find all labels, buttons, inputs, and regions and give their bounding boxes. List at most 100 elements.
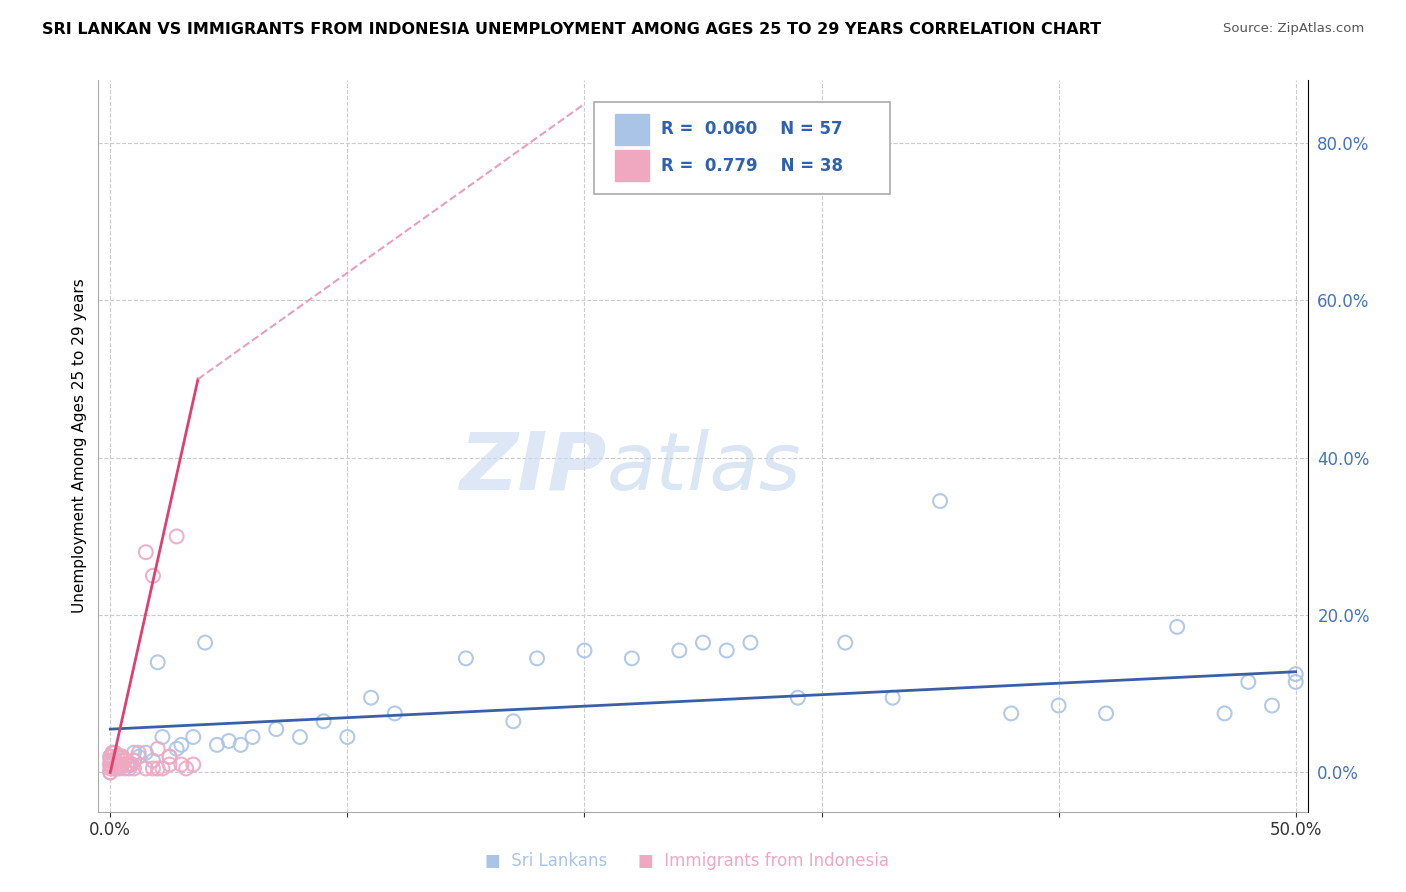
Point — [740, 635, 762, 649]
Point — [1166, 620, 1188, 634]
Point — [115, 757, 138, 772]
Point — [105, 757, 128, 772]
Point — [128, 749, 150, 764]
Point — [122, 762, 145, 776]
Point — [152, 762, 174, 776]
Point — [114, 762, 136, 776]
Point — [384, 706, 406, 721]
Point — [502, 714, 524, 729]
Point — [170, 757, 193, 772]
Bar — [614, 151, 648, 181]
Point — [146, 655, 169, 669]
Point — [336, 730, 359, 744]
Point — [135, 746, 157, 760]
Point — [122, 754, 145, 768]
Point — [1285, 675, 1308, 690]
Point — [142, 762, 165, 776]
Point — [166, 529, 188, 543]
Point — [128, 746, 150, 760]
Point — [105, 762, 128, 776]
Text: ZIP: ZIP — [458, 429, 606, 507]
Point — [98, 749, 121, 764]
Point — [115, 757, 138, 772]
Point — [104, 754, 127, 768]
Point — [1047, 698, 1070, 713]
Point — [142, 568, 165, 582]
Text: atlas: atlas — [606, 429, 801, 507]
Point — [242, 730, 264, 744]
Point — [98, 754, 121, 768]
Point — [159, 749, 181, 764]
Point — [121, 757, 143, 772]
Point — [1095, 706, 1118, 721]
Point — [454, 651, 477, 665]
Point — [105, 757, 128, 772]
Text: Source: ZipAtlas.com: Source: ZipAtlas.com — [1223, 22, 1364, 36]
Point — [108, 757, 131, 772]
Point — [146, 741, 169, 756]
Point — [101, 762, 124, 776]
Point — [194, 635, 217, 649]
Point — [111, 749, 134, 764]
Point — [118, 757, 141, 772]
Point — [1213, 706, 1236, 721]
Point — [360, 690, 382, 705]
Point — [98, 757, 121, 772]
Point — [264, 722, 287, 736]
Point — [205, 738, 228, 752]
Point — [834, 635, 856, 649]
Point — [1000, 706, 1022, 721]
Point — [118, 762, 141, 776]
Point — [229, 738, 252, 752]
Point — [142, 754, 165, 768]
Point — [101, 746, 124, 760]
Point — [170, 738, 193, 752]
Point — [98, 749, 121, 764]
Text: R =  0.060    N = 57: R = 0.060 N = 57 — [661, 120, 842, 138]
Point — [135, 762, 157, 776]
Point — [122, 746, 145, 760]
Point — [98, 757, 121, 772]
Point — [98, 765, 121, 780]
Point — [1237, 675, 1260, 690]
Point — [181, 730, 204, 744]
Point — [159, 757, 181, 772]
Point — [111, 757, 134, 772]
Point — [105, 749, 128, 764]
Point — [218, 734, 240, 748]
Point — [1261, 698, 1284, 713]
Point — [114, 754, 136, 768]
Point — [620, 651, 643, 665]
Point — [146, 762, 169, 776]
Point — [786, 690, 808, 705]
Point — [114, 754, 136, 768]
Point — [1285, 667, 1308, 681]
Point — [882, 690, 904, 705]
Point — [181, 757, 204, 772]
Point — [111, 749, 134, 764]
Point — [104, 762, 127, 776]
Point — [111, 757, 134, 772]
Point — [716, 643, 738, 657]
Point — [574, 643, 596, 657]
Text: ■  Sri Lankans: ■ Sri Lankans — [485, 853, 607, 871]
Text: ■  Immigrants from Indonesia: ■ Immigrants from Indonesia — [638, 853, 889, 871]
Point — [312, 714, 335, 729]
Point — [152, 730, 174, 744]
Point — [159, 749, 181, 764]
FancyBboxPatch shape — [595, 103, 890, 194]
Text: R =  0.779    N = 38: R = 0.779 N = 38 — [661, 157, 842, 175]
Point — [166, 741, 188, 756]
Point — [104, 746, 127, 760]
Point — [108, 749, 131, 764]
Point — [122, 754, 145, 768]
Point — [101, 746, 124, 760]
Point — [98, 762, 121, 776]
Point — [135, 545, 157, 559]
Point — [668, 643, 690, 657]
Point — [121, 757, 143, 772]
Point — [929, 494, 952, 508]
Point — [526, 651, 548, 665]
Point — [288, 730, 311, 744]
Point — [692, 635, 714, 649]
